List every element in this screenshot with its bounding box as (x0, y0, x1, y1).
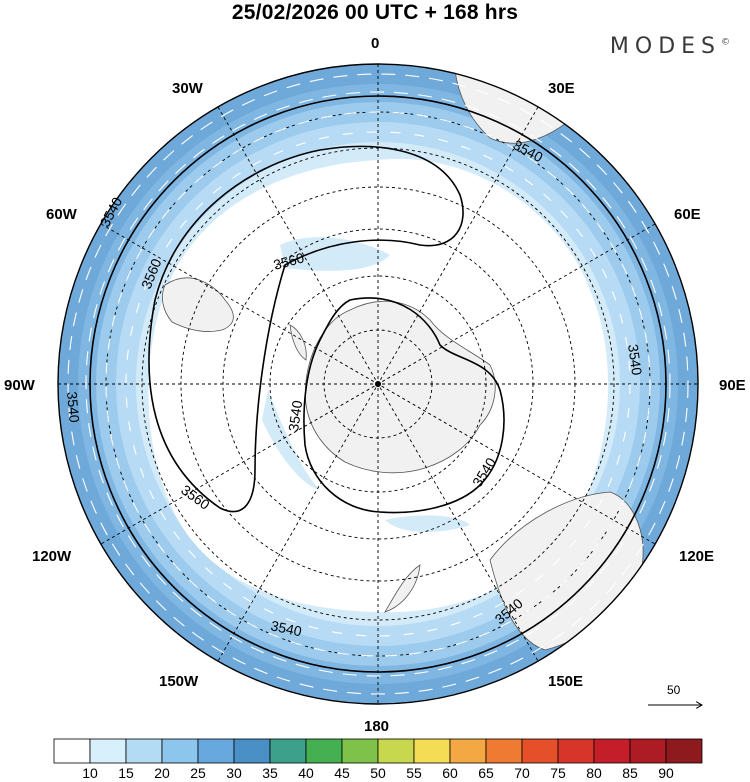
colorbar-swatch (89, 738, 127, 764)
contour-label: 3540 (285, 399, 305, 432)
lon-label-60e: 60E (674, 206, 701, 223)
colorbar-label: 25 (190, 765, 206, 781)
colorbar-swatch (197, 738, 235, 764)
lon-label-0: 0 (371, 35, 380, 52)
colorbar-swatch (521, 738, 559, 764)
colorbar-label: 90 (658, 765, 674, 781)
map-boundary (57, 63, 699, 705)
colorbar-label: 80 (586, 765, 602, 781)
wind-streamline (85, 91, 671, 677)
colorbar-swatch (593, 738, 631, 764)
new-zealand (384, 564, 421, 613)
lon-label-30e: 30E (548, 80, 575, 97)
colorbar-label: 70 (514, 765, 530, 781)
wind-streamline (125, 131, 631, 637)
colorbar-label: 10 (82, 765, 98, 781)
antarctic-peninsula (289, 324, 307, 361)
contour-label: 3540 (269, 617, 303, 639)
light-shade-patch-2 (262, 390, 320, 490)
colorbar-swatch (269, 738, 307, 764)
wind-streamline (67, 73, 689, 695)
colorbar-label: 40 (298, 765, 314, 781)
colorbar (53, 738, 703, 764)
wind-streamline (105, 111, 651, 657)
lon-label-120w: 120W (32, 548, 72, 565)
colorbar-swatch (485, 738, 523, 764)
colorbar-label: 75 (550, 765, 566, 781)
lon-label-90e: 90E (719, 377, 746, 394)
colorbar-swatch (377, 738, 415, 764)
lon-label-120e: 120E (679, 548, 715, 565)
lon-label-180: 180 (364, 718, 390, 735)
south-pole-marker (375, 381, 381, 387)
colorbar-label: 55 (406, 765, 422, 781)
colorbar-swatch (233, 738, 271, 764)
colorbar-swatch (665, 738, 703, 764)
lon-label-90w: 90W (4, 377, 35, 394)
south-america (161, 277, 234, 332)
colorbar-swatch (449, 738, 487, 764)
map-title: 25/02/2026 00 UTC + 168 hrs (231, 1, 519, 24)
colorbar-label: 50 (370, 765, 386, 781)
colorbar-label: 20 (154, 765, 170, 781)
colorbar-swatch (413, 738, 451, 764)
colorbar-label: 60 (442, 765, 458, 781)
vector-scale-label: 50 (667, 683, 681, 697)
colorbar-swatch (53, 738, 91, 764)
colorbar-swatch (629, 738, 667, 764)
antarctica (304, 300, 496, 474)
colorbar-label: 65 (478, 765, 494, 781)
contour-3540-outer (89, 95, 667, 673)
contour-label: 3540 (625, 343, 645, 376)
colorbar-swatch (161, 738, 199, 764)
colorbar-label: 85 (622, 765, 638, 781)
colorbar-label: 35 (262, 765, 278, 781)
colorbar-label: 45 (334, 765, 350, 781)
colorbar-swatch (305, 738, 343, 764)
colorbar-swatch (125, 738, 163, 764)
light-shade-patch-1 (280, 237, 390, 271)
contour-label: 3560 (272, 249, 306, 273)
colorbar-label: 30 (226, 765, 242, 781)
lon-label-150e: 150E (548, 673, 584, 690)
colorbar-label: 15 (118, 765, 134, 781)
lon-label-30w: 30W (172, 80, 203, 97)
colorbar-swatch (341, 738, 379, 764)
colorbar-swatch (557, 738, 595, 764)
lon-label-60w: 60W (46, 206, 77, 223)
contour-label: 3540 (64, 391, 83, 424)
modes-logo: MODES© (609, 34, 730, 59)
contour-3560 (148, 145, 464, 513)
light-shade-patch-3 (385, 515, 470, 532)
lon-label-150w: 150W (159, 673, 199, 690)
contour-3540-inner (303, 297, 505, 514)
